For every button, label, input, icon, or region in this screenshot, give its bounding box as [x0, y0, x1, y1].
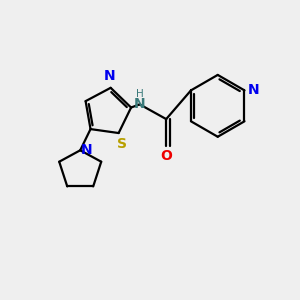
Text: S: S: [117, 136, 127, 151]
Text: N: N: [81, 143, 92, 157]
Text: N: N: [248, 83, 260, 98]
Text: N: N: [103, 69, 115, 83]
Text: N: N: [134, 98, 146, 111]
Text: O: O: [160, 149, 172, 163]
Text: H: H: [136, 89, 144, 99]
